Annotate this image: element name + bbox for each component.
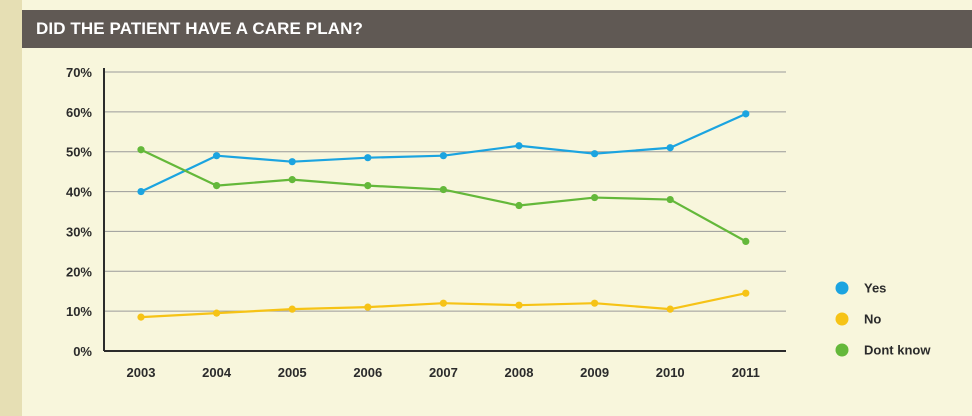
y-tick-label: 10% (66, 304, 92, 319)
x-tick-label: 2011 (732, 365, 760, 380)
y-tick-label: 20% (66, 264, 92, 279)
x-tick-label: 2003 (127, 365, 156, 380)
data-point-dont-know (439, 185, 447, 194)
series-line-dont-know (140, 148, 747, 243)
y-tick-label: 0% (73, 344, 92, 359)
legend-label: Dont know (864, 343, 931, 358)
data-point-no (213, 309, 221, 317)
data-point-dont-know (591, 193, 599, 202)
data-point-no (137, 313, 145, 321)
y-tick-label: 30% (66, 224, 92, 239)
data-point-yes (137, 187, 145, 196)
data-point-no (591, 299, 599, 307)
legend-swatch (835, 281, 849, 295)
data-point-dont-know (288, 176, 296, 184)
y-tick-label: 40% (66, 185, 92, 200)
x-tick-label: 2007 (429, 365, 458, 380)
data-point-no (364, 303, 372, 311)
title-bar: DID THE PATIENT HAVE A CARE PLAN? (22, 10, 972, 48)
data-point-no (515, 301, 523, 309)
data-point-yes (213, 152, 221, 160)
data-point-yes (666, 144, 674, 152)
x-tick-label: 2004 (202, 365, 232, 380)
legend-label: No (864, 312, 881, 327)
x-tick-label: 2006 (353, 365, 382, 380)
data-point-yes (515, 142, 523, 150)
data-point-yes (288, 158, 296, 166)
data-point-dont-know (666, 195, 674, 204)
data-point-yes (364, 154, 372, 162)
data-point-no (666, 305, 674, 313)
data-point-dont-know (742, 237, 750, 245)
x-tick-label: 2009 (580, 365, 609, 380)
data-point-yes (439, 152, 447, 160)
y-tick-label: 70% (66, 65, 92, 80)
legend-swatch (835, 312, 849, 326)
data-point-no (288, 305, 296, 313)
legend-label: Yes (864, 281, 886, 296)
data-point-dont-know (515, 201, 523, 210)
y-tick-label: 50% (66, 145, 92, 160)
data-point-no (439, 299, 447, 307)
x-tick-label: 2008 (505, 365, 534, 380)
data-point-dont-know (364, 181, 372, 190)
data-point-yes (742, 110, 750, 118)
data-point-yes (591, 150, 599, 158)
chart-title: DID THE PATIENT HAVE A CARE PLAN? (36, 19, 363, 38)
y-tick-label: 60% (66, 105, 92, 120)
chart-panel (22, 0, 972, 416)
data-point-dont-know (213, 181, 221, 190)
x-tick-label: 2010 (656, 365, 685, 380)
data-point-dont-know (137, 146, 145, 154)
x-tick-label: 2005 (278, 365, 307, 380)
legend-swatch (835, 343, 849, 357)
data-point-no (742, 289, 750, 297)
